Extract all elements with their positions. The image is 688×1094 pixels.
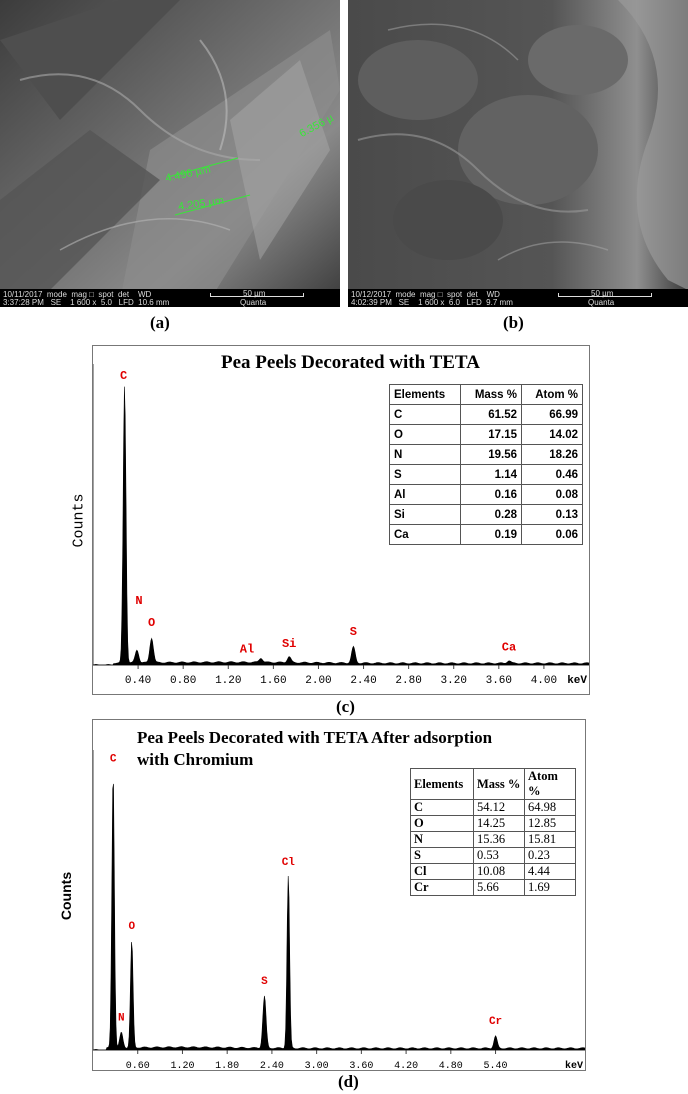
peak-label: N: [135, 594, 142, 608]
sem-image-a: 6.356 µ 4.496 µm 4.205 µm 10/11/2017 mod…: [0, 0, 340, 307]
spectrum-series: [93, 783, 585, 1051]
table-row: Si 0.28 0.13: [389, 504, 583, 525]
brand-label: Quanta: [240, 298, 267, 307]
eds-spectrum-c: 0.40 0.80 1.20 1.60 2.00 2.40 2.80 3.20 3.60 4.00…: [93, 364, 589, 687]
table-header-cell: Atom %: [521, 384, 583, 405]
x-unit-label: keV: [567, 675, 587, 687]
x-tick-label: 0.60: [126, 1061, 150, 1070]
eds-chart-d: Pea Peels Decorated with TETA After adso…: [92, 719, 586, 1071]
table-cell: 0.19: [460, 524, 522, 545]
panel-label-b: (b): [503, 313, 524, 332]
x-tick-label: 0.80: [170, 675, 196, 687]
panel-label-d: (d): [338, 1072, 359, 1091]
peak-label: Cl: [282, 857, 296, 869]
x-tick-label: 2.80: [395, 675, 421, 687]
x-tick-label: 4.80: [439, 1061, 463, 1070]
eds-chart-c: Pea Peels Decorated with TETA Elements Ma…: [92, 345, 590, 695]
panel-label-c: (c): [336, 697, 355, 716]
panel-label-a: (a): [150, 313, 170, 332]
table-header-cell: Atom %: [524, 768, 576, 800]
chart-title-line2: with Chromium: [137, 750, 254, 769]
sem-info-row2: 3:37:28 PM SE 1 600 x 5.0 LFD 10.6 mm: [3, 298, 170, 307]
table-cell: 61.52: [460, 404, 522, 425]
x-tick-label: 0.40: [125, 675, 151, 687]
table-cell: 64.98: [524, 799, 576, 816]
y-axis-label: Counts: [58, 871, 75, 921]
scale-bar: [558, 293, 652, 297]
table-row: S 1.14 0.46: [389, 464, 583, 485]
scale-label: 50 µm: [591, 289, 614, 298]
sem-texture-a: [0, 0, 340, 307]
peak-label: O: [128, 921, 135, 933]
x-unit-label: keV: [565, 1060, 583, 1070]
peak-label: Al: [240, 643, 254, 657]
table-header-cell: Elements: [410, 768, 474, 800]
scale-label: 50 µm: [243, 289, 266, 298]
table-cell: 17.15: [460, 424, 522, 445]
x-tick-label: 2.00: [305, 675, 331, 687]
table-cell: Ca: [389, 524, 461, 545]
x-tick-label: 1.20: [170, 1061, 194, 1070]
x-tick-label: 2.40: [350, 675, 376, 687]
scale-bar: [210, 293, 304, 297]
chart-title: Pea Peels Decorated with TETA: [221, 352, 480, 373]
table-cell: 0.46: [521, 464, 583, 485]
element-table: Elements Mass % Atom % C 54.12 64.98 O 14.25 12.…: [410, 768, 576, 896]
x-tick-label: 3.00: [305, 1061, 329, 1070]
table-cell: 1.14: [460, 464, 522, 485]
peak-label: O: [148, 616, 155, 630]
x-tick-label: 1.20: [215, 675, 241, 687]
peak-label: S: [261, 976, 268, 988]
table-header-row: Elements Mass % Atom %: [389, 384, 583, 405]
peak-label: N: [118, 1013, 125, 1025]
table-row: C 54.12 64.98: [410, 799, 576, 816]
table-row: S 0.53 0.23: [410, 847, 576, 864]
chart-title-line1: Pea Peels Decorated with TETA After adso…: [137, 728, 493, 747]
element-table: Elements Mass % Atom % C 61.52 66.99 O 17.15 14.…: [389, 384, 583, 545]
sem-info-bar: 10/12/2017 mode mag □ spot det WD 4:02:3…: [348, 289, 688, 307]
table-cell: 10.08: [473, 863, 525, 880]
spectrum-series: [93, 386, 589, 666]
sem-texture-b: [348, 0, 688, 307]
sem-image-b: 10/12/2017 mode mag □ spot det WD 4:02:3…: [348, 0, 688, 307]
peak-label: S: [350, 625, 357, 639]
eds-spectrum-d: 0.60 1.20 1.80 2.40 3.00 3.60 4.20 4.80 5.40 keV 0…: [93, 750, 585, 1070]
x-tick-label: 1.80: [215, 1061, 239, 1070]
x-tick-label: 4.20: [394, 1061, 418, 1070]
x-tick-label: 2.40: [260, 1061, 284, 1070]
x-tick-label: 1.60: [260, 675, 286, 687]
peak-label: C: [120, 369, 127, 383]
peak-label: Si: [282, 637, 296, 651]
table-row: Cr 5.66 1.69: [410, 879, 576, 896]
x-tick-label: 3.60: [349, 1061, 373, 1070]
table-header-cell: Mass %: [473, 768, 525, 800]
sem-info-row1: 10/11/2017 mode mag □ spot det WD: [3, 290, 152, 299]
table-row: O 17.15 14.02: [389, 424, 583, 445]
peak-label: Ca: [502, 640, 516, 654]
table-row: N 19.56 18.26: [389, 444, 583, 465]
table-cell: 0.08: [521, 484, 583, 505]
table-header-cell: Mass %: [460, 384, 522, 405]
table-header-row: Elements Mass % Atom %: [410, 768, 576, 800]
x-tick-label: 3.60: [486, 675, 512, 687]
table-header-cell: Elements: [389, 384, 461, 405]
sem-info-row1: 10/12/2017 mode mag □ spot det WD: [351, 290, 500, 299]
sem-info-row2: 4:02:39 PM SE 1 600 x 6.0 LFD 9.7 mm: [351, 298, 513, 307]
table-cell: 0.23: [524, 847, 576, 864]
table-row: Ca 0.19 0.06: [389, 524, 583, 545]
peak-label: Cr: [489, 1016, 502, 1028]
table-cell: 0.06: [521, 524, 583, 545]
y-axis-label: Counts: [70, 493, 88, 548]
sem-info-bar: 10/11/2017 mode mag □ spot det WD 3:37:2…: [0, 289, 340, 307]
table-cell: Cr: [410, 879, 474, 896]
x-tick-label: 4.00: [531, 675, 557, 687]
brand-label: Quanta: [588, 298, 615, 307]
peak-label: C: [110, 754, 117, 766]
table-cell: 54.12: [473, 799, 525, 816]
x-tick-label: 3.20: [441, 675, 467, 687]
x-tick-label: 5.40: [484, 1061, 508, 1070]
table-cell: 1.69: [524, 879, 576, 896]
